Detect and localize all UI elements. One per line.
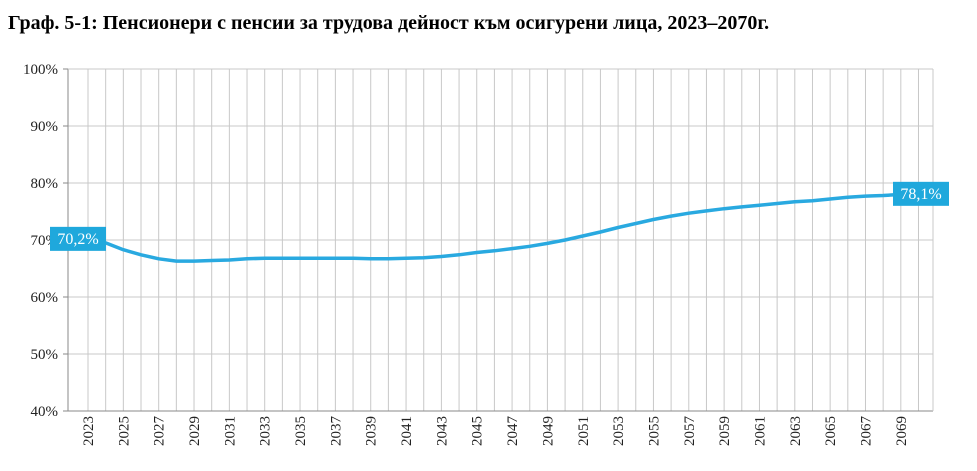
x-tick-label: 2069 [894, 416, 910, 446]
y-tick-label: 80% [31, 176, 59, 192]
x-tick-label: 2067 [858, 416, 874, 447]
x-tick-label: 2039 [364, 416, 380, 446]
x-tick-label: 2043 [434, 416, 450, 446]
x-tick-label: 2051 [576, 416, 592, 446]
x-tick-label: 2033 [258, 416, 274, 446]
y-tick-label: 40% [31, 404, 59, 420]
data-label-background [893, 181, 949, 206]
x-tick-label: 2053 [611, 416, 627, 446]
data-label-text: 70,2% [57, 231, 98, 248]
x-tick-label: 2049 [540, 416, 556, 446]
data-label-background [50, 226, 106, 251]
x-tick-labels: 2023 2025 2027 2029 2031 2033 2035 2037 2039 2041… [81, 416, 910, 447]
data-label: 78,1% [893, 181, 949, 206]
x-tick-label: 2055 [646, 416, 662, 446]
x-tick-label: 2029 [187, 416, 203, 446]
x-tick-label: 2063 [788, 416, 804, 446]
x-tick-label: 2059 [717, 416, 733, 446]
x-tick-label: 2047 [505, 416, 521, 447]
series-line [86, 192, 921, 263]
x-tick-label: 2041 [399, 416, 415, 446]
x-tick-label: 2023 [81, 416, 97, 446]
x-tick-label: 2027 [152, 416, 168, 447]
x-tick-label: 2061 [752, 416, 768, 446]
y-tick-label: 100% [23, 62, 58, 78]
grid-lines [68, 68, 933, 412]
x-tick-label: 2025 [116, 416, 132, 446]
y-tick-label: 90% [31, 119, 59, 135]
x-tick-label: 2031 [222, 416, 238, 446]
data-label-text: 78,1% [900, 186, 941, 203]
series-layer [86, 192, 921, 263]
data-label: 70,2% [50, 226, 106, 251]
x-tick-label: 2037 [328, 416, 344, 447]
data-labels: 70,2% 78,1% [50, 181, 949, 251]
x-tick-label: 2065 [823, 416, 839, 446]
x-tick-label: 2057 [682, 416, 698, 447]
x-tick-label: 2035 [293, 416, 309, 446]
y-tick-label: 50% [31, 347, 59, 363]
chart-title: Граф. 5-1: Пенсионери с пенсии за трудов… [8, 12, 770, 34]
x-tick-label: 2045 [470, 416, 486, 446]
y-tick-labels: 40%50%60%70%80%90%100% [23, 62, 58, 420]
y-tick-label: 60% [31, 290, 59, 306]
